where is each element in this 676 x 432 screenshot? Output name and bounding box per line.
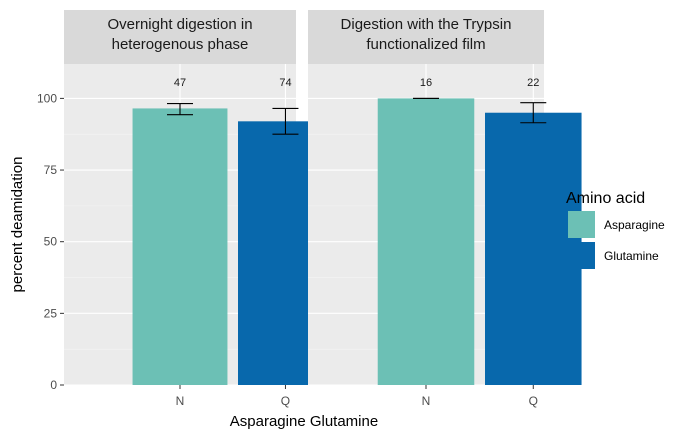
bar-n [377, 98, 475, 386]
error-bar [272, 107, 299, 135]
error-bar [520, 102, 547, 124]
facet-title: Digestion with the Trypsin functionalized… [341, 16, 512, 53]
facet-panel-2: Digestion with the Trypsin functionalized… [308, 10, 582, 386]
legend-key-asparagine [568, 211, 595, 238]
facet-title-line: Digestion with the Trypsin [341, 16, 512, 33]
facet-title: Overnight digestion in heterogenous phase [107, 16, 252, 53]
legend-label: Glutamine [604, 249, 659, 263]
facet-title-line: Overnight digestion in [107, 16, 252, 33]
facet-title-line: heterogenous phase [112, 36, 249, 53]
bar-n [132, 108, 228, 386]
legend-title: Amino acid [566, 190, 645, 207]
x-tick-label: Q [529, 394, 538, 408]
x-tick-label: Q [281, 394, 290, 408]
facet-strip [64, 10, 296, 64]
y-tick-label: 25 [44, 306, 58, 320]
legend-label: Asparagine [604, 218, 665, 232]
legend-key-glutamine [568, 242, 595, 269]
y-tick-label: 75 [44, 163, 58, 177]
count-label: 47 [174, 77, 186, 89]
x-axis-title: Asparagine Glutamine [230, 413, 378, 430]
y-tick-label: 50 [44, 235, 58, 249]
count-label: 74 [279, 77, 291, 89]
facet-panel-1: Overnight digestion in heterogenous phase… [64, 10, 333, 386]
y-axis-title: percent deamidation [9, 157, 26, 293]
facet-title-line: functionalized film [366, 36, 485, 53]
y-tick-label: 100 [37, 91, 57, 105]
count-label: 22 [527, 77, 539, 89]
y-tick-label: 0 [50, 378, 57, 392]
x-tick-label: N [422, 394, 431, 408]
x-tick-label: N [176, 394, 185, 408]
count-label: 16 [420, 77, 432, 89]
error-bar [167, 103, 193, 116]
bar-q [485, 112, 582, 386]
facet-strip [308, 10, 544, 64]
